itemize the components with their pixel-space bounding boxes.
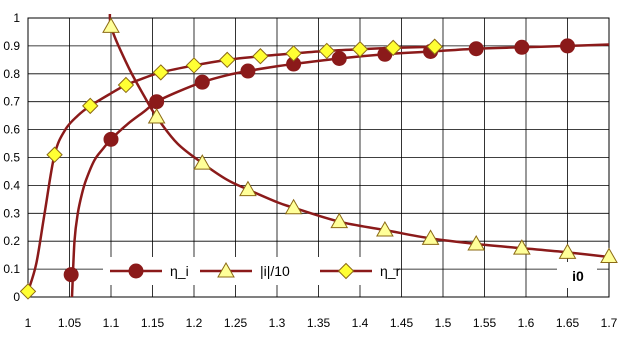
legend-label: |i|/10 [260, 263, 290, 279]
data-point [421, 229, 440, 245]
x-tick-label: 1.35 [307, 316, 331, 330]
x-tick-label: 1.45 [390, 316, 414, 330]
y-tick-label: 0.1 [3, 262, 20, 276]
x-tick-label: 1.5 [435, 316, 452, 330]
x-tick-label: 1.6 [518, 316, 535, 330]
data-point [558, 243, 577, 259]
data-point [152, 64, 170, 81]
data-point [426, 38, 443, 55]
data-point [63, 267, 79, 283]
x-tick-label: 1.25 [224, 316, 248, 330]
data-point [384, 39, 402, 57]
y-tick-label: 0.9 [3, 39, 20, 53]
y-tick-label: 0.4 [3, 178, 20, 192]
data-point [147, 108, 166, 124]
x-tick-label: 1.4 [352, 316, 369, 330]
y-tick-label: 1 [13, 11, 20, 25]
legend-marker [217, 261, 235, 278]
x-tick-label: 1.05 [58, 316, 82, 330]
data-point [560, 38, 575, 54]
y-tick-label: 0 [13, 290, 20, 304]
series-markers-1 [102, 17, 618, 264]
data-point [19, 283, 37, 300]
legend-label: η_r [380, 263, 401, 279]
legend: η_i |i|/10 η_r [103, 257, 597, 288]
data-point [331, 50, 347, 66]
data-point [468, 41, 484, 57]
series-markers-2 [19, 38, 443, 300]
data-point [218, 51, 236, 69]
y-tick-label: 0.2 [3, 234, 20, 248]
x-tick-label: 1.2 [186, 316, 203, 330]
series-layer [19, 14, 618, 300]
data-point [252, 48, 269, 65]
x-tick-label: 1 [25, 316, 32, 330]
data-point [149, 94, 165, 110]
axes: 0 0.1 0.2 0.3 0.4 0.5 0.6 0.7 0.8 0.9 1 1 1.05 1.1 1.1… [3, 11, 617, 330]
x-axis-label: i0 [572, 268, 584, 284]
data-point [376, 221, 394, 237]
data-point [193, 154, 212, 170]
x-tick-label: 1.65 [556, 316, 580, 330]
y-tick-label: 0.5 [3, 151, 20, 165]
data-point [240, 63, 256, 79]
y-tick-label: 0.6 [3, 123, 20, 137]
x-tick-label: 1.3 [269, 316, 286, 330]
legend-marker [128, 263, 144, 279]
data-point [600, 247, 618, 264]
data-point [103, 131, 119, 147]
x-tick-label: 1.7 [601, 316, 618, 330]
data-point [467, 234, 486, 251]
y-tick-label: 0.7 [3, 95, 20, 109]
data-point [351, 41, 369, 58]
data-point [46, 146, 63, 163]
data-point [330, 212, 349, 229]
x-tick-label: 1.1 [103, 316, 120, 330]
data-point [512, 239, 531, 255]
y-tick-label: 0.8 [3, 67, 20, 81]
data-point [318, 42, 336, 60]
data-point [285, 45, 302, 62]
plot-area-frame [27, 17, 610, 298]
data-point [194, 74, 210, 90]
series-markers-0 [63, 38, 575, 283]
data-point [117, 76, 135, 94]
data-point [82, 97, 99, 115]
data-point [185, 57, 203, 74]
x-tick-label: 1.55 [473, 316, 497, 330]
x-tick-label: 1.15 [141, 316, 165, 330]
x-label-box [557, 262, 597, 288]
legend-marker [337, 262, 355, 280]
data-point [514, 39, 530, 55]
data-point [239, 180, 257, 197]
y-tick-label: 0.3 [3, 206, 20, 220]
data-point [284, 198, 303, 215]
legend-label: η_i [170, 263, 189, 279]
data-point [102, 17, 120, 33]
